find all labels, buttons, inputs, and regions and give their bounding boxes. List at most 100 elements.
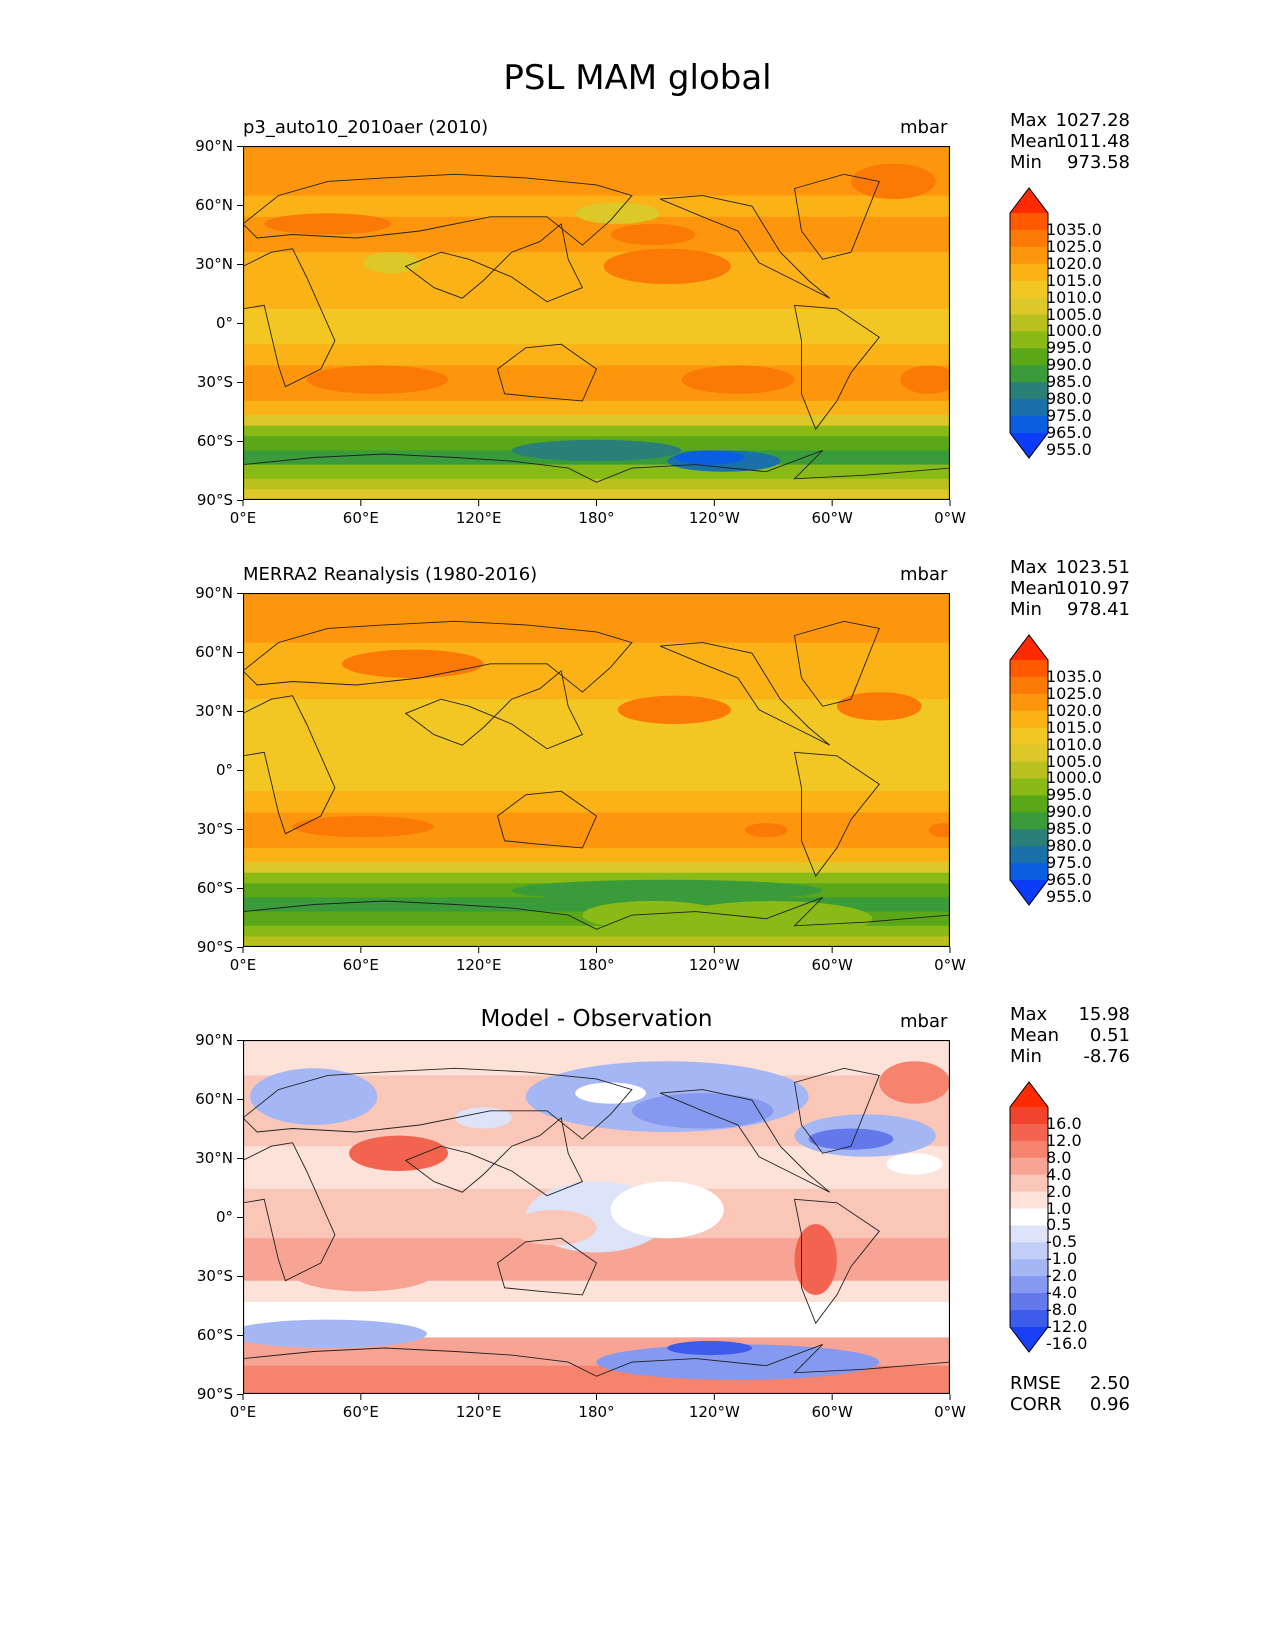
- field-blob: [667, 1340, 752, 1356]
- field-band: [243, 872, 950, 884]
- colorbar-segment: [1010, 1310, 1048, 1328]
- psl-map: [243, 593, 950, 947]
- coastline: [243, 695, 336, 835]
- field-band: [243, 344, 950, 366]
- field-blob: [836, 692, 922, 721]
- field-blob: [879, 1061, 950, 1104]
- field-band: [243, 593, 950, 615]
- field-blob: [610, 223, 696, 246]
- lon-tick-label: 0°W: [934, 509, 966, 527]
- field-blob: [851, 163, 936, 200]
- stat-row: Mean 0.51: [1010, 1025, 1130, 1046]
- colorbar-segment: [1010, 1107, 1048, 1125]
- field-blob: [250, 1068, 378, 1125]
- lon-tick-label: 0°E: [229, 1403, 257, 1421]
- colorbar-segment: [1010, 1225, 1048, 1243]
- stat-row: Max 1027.28: [1010, 110, 1130, 131]
- field-band: [243, 847, 950, 863]
- colorbar-tick-label: 1005.0: [1046, 304, 1102, 324]
- lon-tick-label: 180°: [578, 1403, 615, 1421]
- coastline: [404, 1117, 584, 1197]
- lat-tick-label: 90°N: [195, 584, 233, 602]
- colorbar-tick-label: 995.0: [1046, 338, 1092, 358]
- metric-value: 0.96: [1089, 1394, 1130, 1415]
- colorbar-tick-label: -8.0: [1046, 1300, 1078, 1320]
- colorbar-tick-label: -2.0: [1046, 1266, 1078, 1286]
- field-blob: [306, 365, 448, 394]
- field-blob: [900, 365, 950, 394]
- colorbar-tick-label: 975.0: [1046, 406, 1092, 426]
- metric-label: RMSE: [1010, 1373, 1061, 1394]
- colorbar-segment: [1010, 416, 1048, 434]
- colorbar-tick-label: 980.0: [1046, 389, 1092, 409]
- stat-label: Min: [1010, 152, 1042, 173]
- field-band: [243, 791, 950, 813]
- field-band: [243, 1280, 950, 1303]
- colorbar-segment: [1010, 213, 1048, 231]
- colorbar-segment: [1010, 1174, 1048, 1193]
- colorbar-tick-label: 1.0: [1046, 1198, 1072, 1218]
- colorbar-tick-label: 1010.0: [1046, 287, 1102, 307]
- colorbar-extend-max: [1010, 635, 1048, 660]
- colorbar-outline: [1009, 634, 1049, 906]
- units-label: mbar: [900, 117, 948, 138]
- stat-row: Mean 1010.97: [1010, 578, 1130, 599]
- coastline: [243, 449, 950, 500]
- lon-tick-label: 0°E: [229, 509, 257, 527]
- axis-ticks: [237, 146, 951, 506]
- field-blob: [342, 649, 484, 678]
- coastline: [793, 1198, 880, 1325]
- stat-value: 1027.28: [1055, 110, 1130, 131]
- colorbar-tick-label: 8.0: [1046, 1147, 1072, 1167]
- coastline: [243, 1343, 950, 1394]
- lon-tick-label: 120°W: [688, 956, 740, 974]
- field-band: [243, 862, 950, 874]
- field-band: [243, 925, 950, 937]
- colorbar: [1009, 187, 1049, 459]
- colorbar-segment: [1010, 1293, 1048, 1311]
- colorbar-segment: [1010, 676, 1048, 695]
- colorbar-extend-min: [1010, 880, 1048, 905]
- colorbar-segment: [1010, 846, 1048, 864]
- field-band: [243, 464, 950, 480]
- colorbar-segment: [1010, 297, 1048, 315]
- lat-tick-label: 30°S: [196, 1267, 233, 1285]
- lon-tick-label: 60°E: [342, 956, 379, 974]
- stat-value: 15.98: [1078, 1004, 1130, 1025]
- stat-row: Min -8.76: [1010, 1046, 1130, 1067]
- field-blob: [292, 1255, 434, 1292]
- lat-tick-label: 0°: [215, 314, 233, 332]
- coastline: [404, 670, 584, 750]
- field-blob: [264, 213, 392, 235]
- field-blob: [745, 823, 788, 838]
- field-blob: [808, 1128, 894, 1150]
- field-blob: [575, 202, 661, 224]
- stat-value: 1023.51: [1055, 557, 1130, 578]
- map-frame: [243, 1040, 950, 1394]
- panel-title: MERRA2 Reanalysis (1980-2016): [243, 564, 538, 585]
- field-blob: [674, 450, 745, 465]
- colorbar-segment: [1010, 1276, 1048, 1294]
- field-blob: [610, 1181, 724, 1239]
- metric-value: 2.50: [1089, 1373, 1130, 1394]
- lon-tick-label: 120°E: [455, 1403, 502, 1421]
- colorbar-outline: [1009, 1081, 1049, 1353]
- lat-tick-label: 0°: [215, 761, 233, 779]
- colorbar-tick-label: 1025.0: [1046, 683, 1102, 703]
- field-blob: [596, 1344, 880, 1380]
- lon-tick-label: 60°W: [811, 1403, 853, 1421]
- colorbar-tick-label: 1035.0: [1046, 666, 1102, 686]
- colorbar-segment: [1010, 382, 1048, 400]
- colorbar-tick-label: 1015.0: [1046, 717, 1102, 737]
- colorbar-tick-label: 1005.0: [1046, 751, 1102, 771]
- colorbar-segment: [1010, 399, 1048, 417]
- colorbar-extend-max: [1010, 188, 1048, 213]
- stat-value: -8.76: [1083, 1046, 1130, 1067]
- lat-tick-label: 30°N: [195, 702, 233, 720]
- lat-tick-label: 30°S: [196, 820, 233, 838]
- field-blob: [603, 248, 731, 285]
- stat-value: 0.51: [1089, 1025, 1130, 1046]
- metric-row: CORR 0.96: [1010, 1394, 1130, 1415]
- field-blob: [455, 1107, 512, 1129]
- colorbar-tick-label: -16.0: [1046, 1333, 1088, 1353]
